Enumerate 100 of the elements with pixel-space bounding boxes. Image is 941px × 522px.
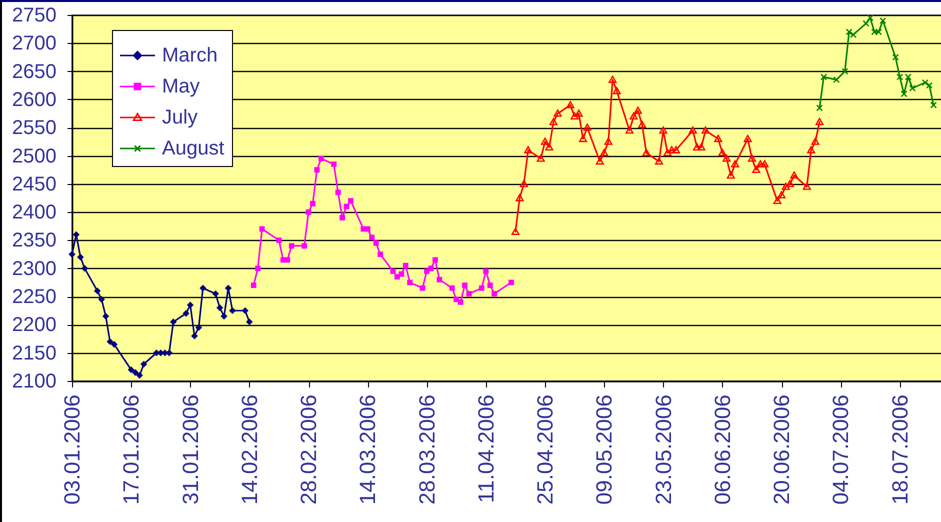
point	[892, 54, 899, 61]
point	[722, 154, 731, 162]
point	[524, 146, 532, 154]
point	[718, 148, 726, 156]
point	[570, 112, 579, 120]
point	[668, 146, 676, 154]
y-tick-label: 2250	[12, 286, 56, 308]
y-tick-label: 2450	[12, 173, 56, 196]
point	[909, 84, 916, 92]
point	[449, 285, 455, 291]
point	[340, 214, 346, 220]
point	[136, 372, 143, 379]
point	[604, 138, 612, 145]
point	[659, 126, 668, 134]
point	[242, 307, 249, 314]
point	[72, 231, 80, 238]
point	[596, 157, 604, 165]
point	[930, 102, 937, 108]
point	[752, 166, 760, 174]
point	[744, 134, 752, 142]
point	[760, 160, 769, 168]
point	[549, 118, 558, 126]
point	[276, 238, 282, 243]
point	[94, 288, 101, 294]
point	[186, 302, 194, 308]
point	[182, 310, 190, 317]
point	[331, 162, 337, 167]
point	[880, 17, 886, 24]
point	[318, 156, 324, 162]
point	[862, 20, 870, 27]
point	[306, 209, 312, 215]
point	[369, 234, 375, 240]
point	[790, 171, 798, 179]
point	[373, 240, 379, 246]
point	[466, 291, 472, 296]
point	[625, 126, 634, 134]
point	[655, 157, 664, 165]
point	[612, 86, 621, 94]
point	[378, 252, 384, 258]
point	[436, 276, 442, 282]
legend-label: July	[162, 106, 198, 128]
point	[782, 182, 790, 190]
point	[110, 341, 118, 348]
x-tick-label: 14.03.2006	[355, 394, 380, 505]
point	[98, 296, 105, 303]
point	[77, 254, 84, 261]
point	[284, 257, 290, 263]
point	[786, 180, 794, 188]
y-tick-label: 2650	[12, 60, 56, 83]
point	[536, 154, 545, 162]
point	[344, 204, 350, 210]
point	[132, 369, 139, 376]
point	[402, 262, 408, 268]
point	[487, 282, 493, 288]
y-tick-label: 2150	[12, 342, 56, 364]
point	[900, 90, 908, 98]
point	[842, 68, 848, 75]
x-tick-label: 06.06.2006	[710, 394, 735, 505]
point	[578, 134, 588, 142]
point	[335, 190, 341, 196]
x-tick-label: 04.07.2006	[828, 394, 854, 505]
x-tick-label: 20.06.2006	[769, 394, 794, 505]
y-tick-label: 2400	[12, 202, 56, 224]
point	[807, 146, 816, 154]
point	[250, 282, 256, 288]
point	[140, 360, 148, 368]
point	[81, 264, 88, 272]
point	[170, 318, 177, 326]
point	[926, 82, 933, 89]
point	[672, 146, 680, 154]
point	[756, 160, 764, 168]
point	[663, 148, 672, 156]
y-tick-label: 2350	[12, 230, 56, 252]
point	[566, 101, 574, 108]
point	[540, 138, 550, 145]
x-tick-label: 11.04.2006	[473, 394, 498, 503]
point	[642, 148, 650, 156]
point	[875, 28, 882, 36]
point	[574, 109, 583, 117]
y-tick-label: 2700	[12, 32, 56, 55]
point	[483, 268, 489, 274]
point	[195, 324, 202, 331]
point	[820, 74, 828, 80]
point	[850, 31, 857, 38]
y-tick-label: 2200	[12, 314, 56, 336]
point	[731, 160, 740, 168]
point	[634, 106, 642, 114]
x-tick-label: 28.03.2006	[414, 394, 440, 505]
point	[545, 143, 554, 151]
point	[390, 268, 396, 274]
legend-label: May	[162, 76, 200, 98]
point	[600, 148, 608, 156]
point	[638, 120, 646, 128]
point	[224, 284, 232, 292]
point	[693, 143, 702, 151]
point	[516, 194, 524, 202]
point	[777, 191, 786, 198]
x-tick-label: 25.04.2006	[532, 394, 558, 505]
point	[420, 285, 426, 291]
x-tick-label: 14.02.2006	[236, 394, 262, 505]
